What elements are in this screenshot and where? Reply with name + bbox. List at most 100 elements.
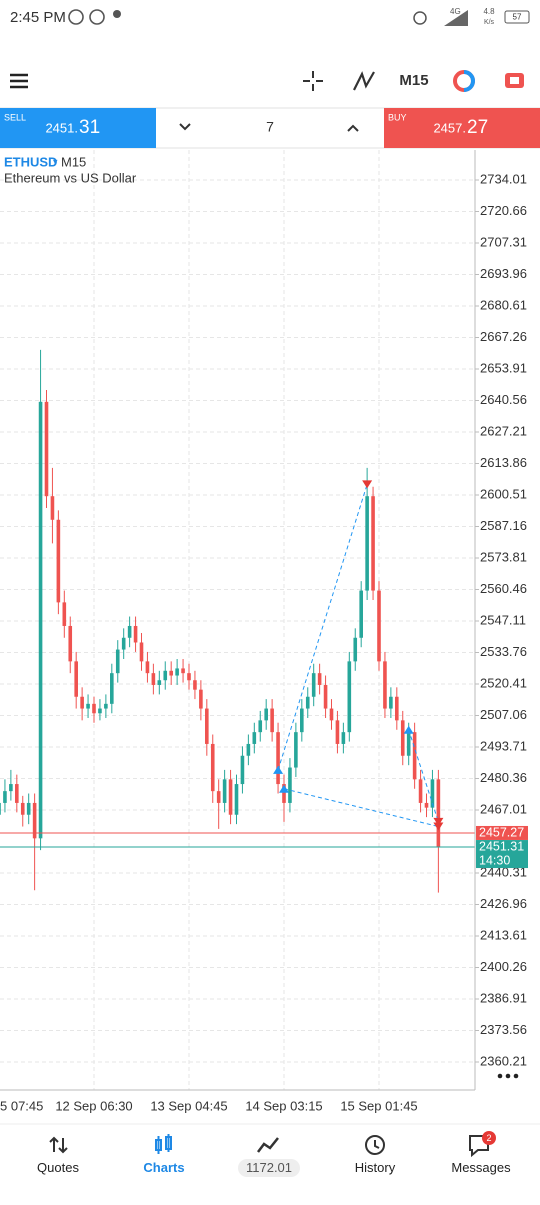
candle-body bbox=[56, 519, 61, 603]
candle-body bbox=[383, 661, 387, 709]
nav-label[interactable]: Charts bbox=[143, 1160, 184, 1175]
timeframe-button[interactable]: M15 bbox=[399, 72, 428, 89]
candle-body bbox=[377, 590, 381, 662]
trade-link bbox=[277, 484, 368, 771]
history-icon[interactable] bbox=[365, 1135, 385, 1155]
y-tick-label: 2440.31 bbox=[480, 864, 527, 879]
x-tick-label: 5 07:45 bbox=[0, 1098, 43, 1113]
candle-body bbox=[365, 496, 369, 591]
candle-body bbox=[32, 802, 37, 839]
candle-body bbox=[335, 720, 340, 744]
chart-subtitle: Ethereum vs US Dollar bbox=[4, 170, 137, 185]
y-tick-label: 2587.16 bbox=[480, 518, 527, 533]
y-tick-label: 2400.26 bbox=[480, 959, 527, 974]
chart-timeframe: M15 bbox=[61, 154, 86, 169]
candle-body bbox=[121, 637, 126, 650]
volume[interactable]: 7 bbox=[266, 119, 274, 135]
bar-timer: 14:30 bbox=[479, 853, 510, 867]
candle-body bbox=[139, 642, 144, 662]
candle-body bbox=[92, 703, 96, 714]
y-tick-label: 2360.21 bbox=[480, 1053, 527, 1068]
candle-body bbox=[341, 732, 346, 744]
candle-body bbox=[80, 696, 84, 709]
candle-body bbox=[305, 696, 310, 709]
candle-body bbox=[20, 802, 25, 815]
candle-body bbox=[240, 755, 245, 785]
battery-icon bbox=[504, 10, 530, 24]
nav-label[interactable]: Quotes bbox=[37, 1160, 79, 1175]
candle-body bbox=[323, 684, 328, 709]
balance: 1172.01 bbox=[246, 1160, 292, 1175]
symbol-marker: ▾ bbox=[53, 156, 58, 166]
status-icon bbox=[68, 9, 84, 25]
indicators-button[interactable] bbox=[353, 71, 375, 91]
signal-icon bbox=[444, 10, 468, 26]
y-tick-label: 2667.26 bbox=[480, 329, 527, 344]
y-tick-label: 2680.61 bbox=[480, 297, 527, 312]
candle-body bbox=[104, 703, 108, 709]
chart: 2734.01 2720.66 2707.31 2693.96 2680.61 2667.… bbox=[0, 150, 528, 1113]
more-button[interactable] bbox=[497, 1073, 519, 1079]
volume-up[interactable] bbox=[347, 124, 359, 132]
charts-icon[interactable] bbox=[155, 1134, 172, 1154]
trade-link bbox=[408, 729, 439, 822]
menu-button[interactable] bbox=[10, 73, 28, 89]
candle-body bbox=[311, 673, 316, 697]
nav-label[interactable]: Messages bbox=[451, 1160, 511, 1175]
y-tick-label: 2533.76 bbox=[480, 644, 527, 659]
nav-label[interactable]: History bbox=[355, 1160, 396, 1175]
candle-body bbox=[15, 784, 19, 803]
badge-count: 2 bbox=[486, 1133, 491, 1143]
candle-body bbox=[436, 779, 441, 848]
buy-price-head: 2457. bbox=[433, 120, 466, 135]
y-tick-label: 2426.96 bbox=[480, 896, 527, 911]
objects-button[interactable] bbox=[453, 70, 475, 92]
sell-button[interactable] bbox=[0, 108, 156, 148]
y-tick-label: 2734.01 bbox=[480, 171, 527, 186]
y-tick-label: 2693.96 bbox=[480, 266, 527, 281]
y-tick-label: 2640.56 bbox=[480, 392, 527, 407]
x-tick-label: 13 Sep 04:45 bbox=[150, 1098, 227, 1113]
candle-body bbox=[258, 720, 263, 733]
candle-body bbox=[347, 661, 352, 733]
candle-body bbox=[9, 784, 13, 792]
candle-body bbox=[193, 680, 197, 690]
buy-price-tail: 27 bbox=[467, 117, 488, 138]
bid-label: 2451.31 bbox=[479, 839, 524, 853]
candle-body bbox=[329, 708, 334, 721]
y-tick-label: 2386.91 bbox=[480, 990, 527, 1005]
candle-body bbox=[44, 401, 49, 497]
quotes-icon[interactable] bbox=[49, 1136, 68, 1154]
trade-link bbox=[283, 788, 439, 828]
crosshair-button[interactable] bbox=[303, 71, 323, 91]
candle-body bbox=[86, 703, 90, 709]
candle-body bbox=[300, 708, 304, 733]
x-tick-label: 15 Sep 01:45 bbox=[340, 1098, 417, 1113]
candle-body bbox=[252, 732, 257, 744]
y-tick-label: 2507.06 bbox=[480, 707, 527, 722]
candle-body bbox=[110, 673, 114, 704]
history-hand bbox=[374, 1140, 380, 1149]
buy-button[interactable] bbox=[384, 108, 540, 148]
y-tick-label: 2413.61 bbox=[480, 927, 527, 942]
candle-body bbox=[169, 670, 173, 676]
candle-body bbox=[270, 708, 274, 733]
candle-body bbox=[395, 696, 399, 721]
candle-body bbox=[418, 779, 423, 803]
candle-body bbox=[199, 689, 203, 709]
trade-button[interactable] bbox=[505, 73, 524, 88]
volume-down[interactable] bbox=[179, 123, 191, 131]
ask-label: 2457.27 bbox=[479, 825, 524, 839]
trade-icon[interactable] bbox=[257, 1137, 279, 1153]
y-tick-label: 2600.51 bbox=[480, 486, 527, 501]
candle-body bbox=[406, 732, 411, 756]
candle-body bbox=[228, 779, 233, 815]
candle-body bbox=[205, 708, 209, 744]
candle-body bbox=[294, 732, 298, 768]
y-tick-label: 2467.01 bbox=[480, 801, 527, 816]
candle-body bbox=[157, 680, 162, 685]
y-tick-label: 2627.21 bbox=[480, 423, 527, 438]
candle-body bbox=[68, 625, 73, 662]
